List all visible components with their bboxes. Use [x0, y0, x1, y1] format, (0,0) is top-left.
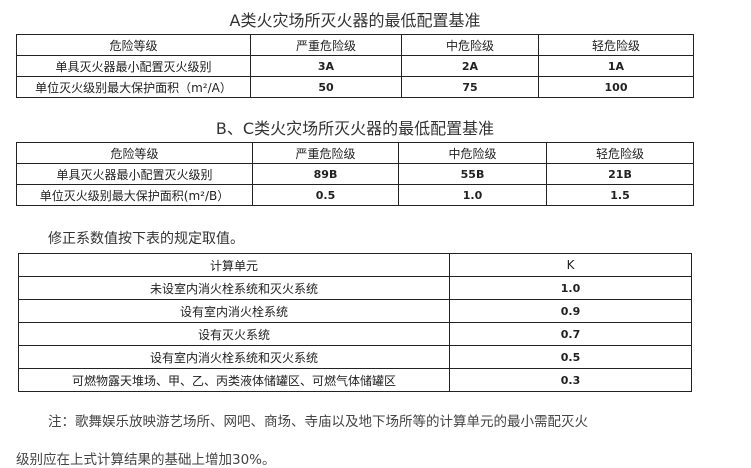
note-line-1: 注：歌舞娱乐放映游艺场所、网吧、商场、寺庙以及地下场所等的计算单元的最小需配灭火: [48, 414, 588, 430]
table-bc-title: B、C类火灾场所灭火器的最低配置基准: [215, 119, 495, 138]
cell: 1.0: [449, 276, 692, 300]
header-cell: 严重危险级: [250, 34, 402, 56]
header-cell: 轻危险级: [538, 34, 694, 56]
table-row: 单具灭火器最小配置灭火级别 89B 55B 21B: [16, 163, 694, 185]
cell: 0.3: [449, 368, 692, 392]
table-a: 危险等级 严重危险级 中危险级 轻危险级 单具灭火器最小配置灭火级别 3A 2A…: [16, 34, 694, 98]
cell: 75: [401, 76, 539, 98]
cell: 2A: [401, 55, 539, 77]
table-row: 单位灭火级别最大保护面积(m²/B） 0.5 1.0 1.5: [16, 184, 694, 206]
header-cell: 危险等级: [16, 34, 251, 56]
cell: 100: [538, 76, 694, 98]
cell: 55B: [398, 163, 547, 185]
table-row: 单位灭火级别最大保护面积（m²/A） 50 75 100: [16, 76, 694, 98]
table-k: 计算单元 K 未设室内消火栓系统和灭火系统 1.0 设有室内消火栓系统 0.9 设有…: [18, 253, 692, 392]
cell: 0.9: [449, 299, 692, 323]
header-cell: 中危险级: [398, 142, 547, 164]
cell: 21B: [546, 163, 694, 185]
header-cell: 计算单元: [18, 253, 450, 277]
cell: 1.0: [398, 184, 547, 206]
table-header-row: 计算单元 K: [18, 253, 692, 277]
table-row: 可燃物露天堆场、甲、乙、丙类液体储罐区、可燃气体储罐区 0.3: [18, 368, 692, 392]
table-row: 设有室内消火栓系统 0.9: [18, 299, 692, 323]
cell: 0.5: [252, 184, 399, 206]
row-label: 单具灭火器最小配置灭火级别: [16, 163, 253, 185]
header-cell: 危险等级: [16, 142, 253, 164]
table-row: 单具灭火器最小配置灭火级别 3A 2A 1A: [16, 55, 694, 77]
row-label: 单位灭火级别最大保护面积（m²/A）: [16, 76, 251, 98]
table-row: 设有室内消火栓系统和灭火系统 0.5: [18, 345, 692, 369]
row-label: 可燃物露天堆场、甲、乙、丙类液体储罐区、可燃气体储罐区: [18, 368, 450, 392]
cell: 0.7: [449, 322, 692, 346]
row-label: 未设室内消火栓系统和灭火系统: [18, 276, 450, 300]
row-label: 设有室内消火栓系统和灭火系统: [18, 345, 450, 369]
row-label: 设有灭火系统: [18, 322, 450, 346]
header-cell: K: [449, 253, 692, 277]
table-row: 未设室内消火栓系统和灭火系统 1.0: [18, 276, 692, 300]
table-header-row: 危险等级 严重危险级 中危险级 轻危险级: [16, 34, 694, 56]
table-bc: 危险等级 严重危险级 中危险级 轻危险级 单具灭火器最小配置灭火级别 89B 5…: [16, 142, 694, 206]
cell: 50: [250, 76, 402, 98]
header-cell: 中危险级: [401, 34, 539, 56]
table-row: 设有灭火系统 0.7: [18, 322, 692, 346]
intro-text: 修正系数值按下表的规定取值。: [48, 231, 244, 247]
table-header-row: 危险等级 严重危险级 中危险级 轻危险级: [16, 142, 694, 164]
cell: 3A: [250, 55, 402, 77]
row-label: 设有室内消火栓系统: [18, 299, 450, 323]
cell: 1A: [538, 55, 694, 77]
cell: 89B: [252, 163, 399, 185]
row-label: 单位灭火级别最大保护面积(m²/B）: [16, 184, 253, 206]
row-label: 单具灭火器最小配置灭火级别: [16, 55, 251, 77]
header-cell: 轻危险级: [546, 142, 694, 164]
table-a-title: A类火灾场所灭火器的最低配置基准: [229, 11, 481, 30]
header-cell: 严重危险级: [252, 142, 399, 164]
cell: 1.5: [546, 184, 694, 206]
note-line-2: 级别应在上式计算结果的基础上增加30%。: [16, 452, 276, 468]
cell: 0.5: [449, 345, 692, 369]
